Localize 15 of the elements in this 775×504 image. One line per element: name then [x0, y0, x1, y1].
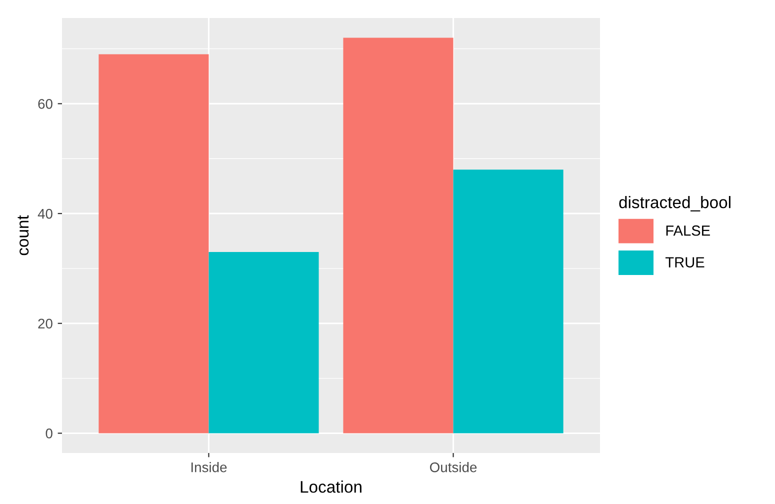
x-axis-title: Location — [300, 480, 362, 493]
bar — [208, 252, 319, 434]
y-tick-label: 60 — [38, 99, 52, 109]
y-tick-label: 40 — [38, 208, 52, 219]
y-axis-title: count — [18, 215, 29, 256]
y-tick-label: 20 — [38, 318, 52, 329]
legend-label: FALSE — [666, 225, 710, 236]
legend-title: distracted_bool — [619, 196, 730, 212]
y-tick-label: 0 — [46, 428, 52, 438]
bar — [98, 54, 209, 434]
x-tick-label: Inside — [191, 462, 227, 472]
x-tick-label: Outside — [430, 462, 477, 472]
legend-label: TRUE — [666, 257, 704, 268]
bar — [343, 38, 454, 434]
bar — [453, 170, 564, 434]
